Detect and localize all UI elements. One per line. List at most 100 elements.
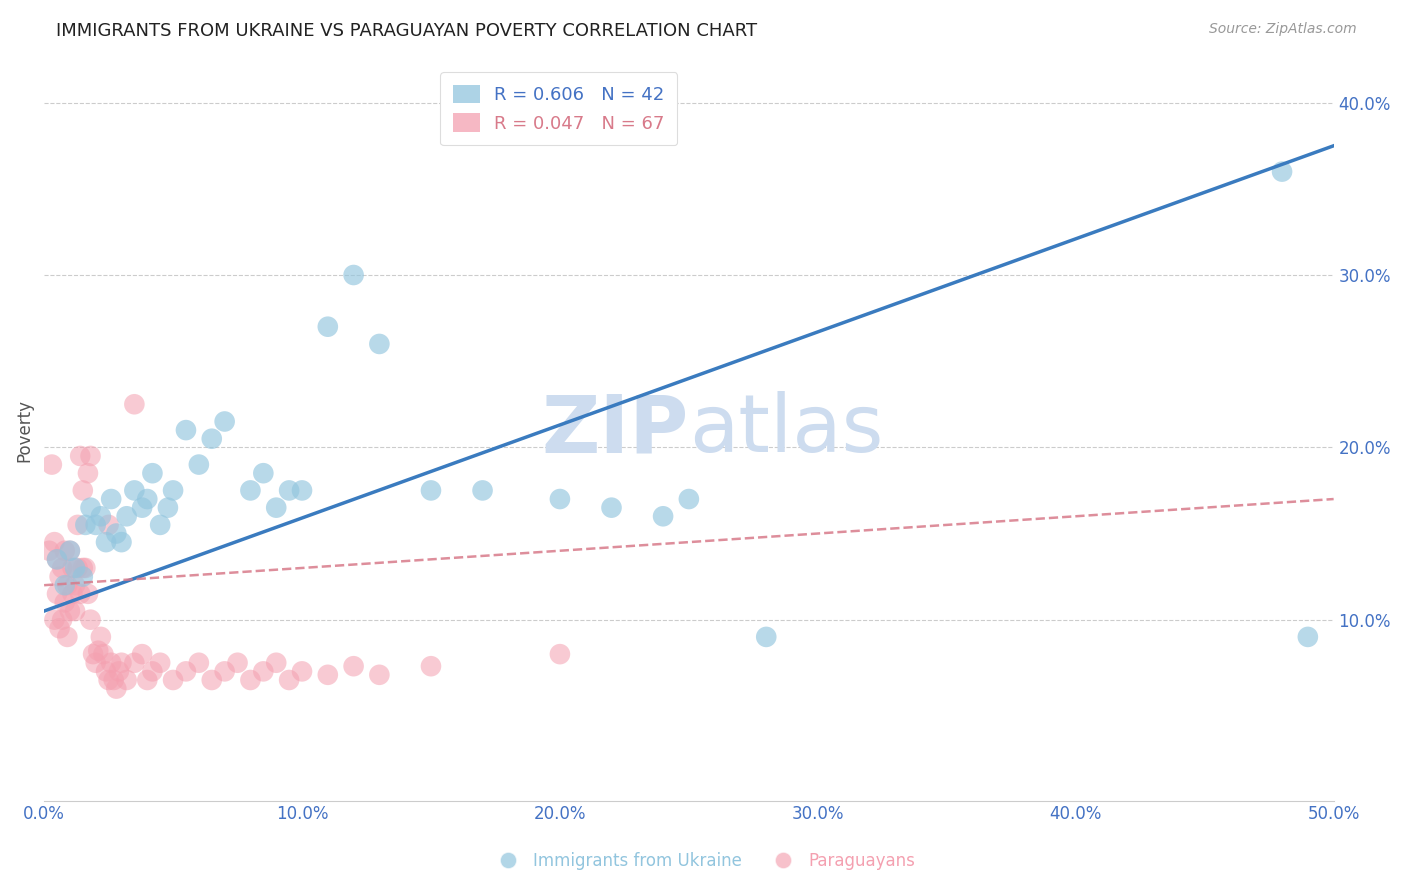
Point xyxy=(239,483,262,498)
Point xyxy=(149,517,172,532)
Point xyxy=(548,647,571,661)
Point xyxy=(264,500,287,515)
Point xyxy=(1271,164,1294,178)
Point xyxy=(66,561,89,575)
Point xyxy=(77,466,100,480)
Point xyxy=(69,449,91,463)
Point xyxy=(187,458,209,472)
Point xyxy=(214,415,236,429)
Point xyxy=(79,449,101,463)
Point xyxy=(115,673,138,687)
Point xyxy=(59,604,82,618)
Point xyxy=(72,561,94,575)
Point xyxy=(103,673,125,687)
Text: atlas: atlas xyxy=(689,391,883,469)
Legend: R = 0.606   N = 42, R = 0.047   N = 67: R = 0.606 N = 42, R = 0.047 N = 67 xyxy=(440,72,678,145)
Point xyxy=(136,673,159,687)
Point xyxy=(239,673,262,687)
Point xyxy=(79,500,101,515)
Point xyxy=(90,509,112,524)
Point xyxy=(342,268,364,282)
Legend: Immigrants from Ukraine, Paraguayans: Immigrants from Ukraine, Paraguayans xyxy=(484,846,922,877)
Point xyxy=(75,561,97,575)
Text: IMMIGRANTS FROM UKRAINE VS PARAGUAYAN POVERTY CORRELATION CHART: IMMIGRANTS FROM UKRAINE VS PARAGUAYAN PO… xyxy=(56,22,758,40)
Point xyxy=(63,561,86,575)
Point xyxy=(51,613,73,627)
Point xyxy=(600,500,623,515)
Point xyxy=(41,458,63,472)
Point xyxy=(46,552,69,566)
Point xyxy=(46,587,69,601)
Point xyxy=(62,587,84,601)
Point xyxy=(110,656,132,670)
Point xyxy=(108,665,131,679)
Point xyxy=(141,665,163,679)
Point xyxy=(124,397,146,411)
Point xyxy=(94,535,117,549)
Point xyxy=(59,543,82,558)
Point xyxy=(187,656,209,670)
Point xyxy=(59,543,82,558)
Point xyxy=(115,509,138,524)
Point xyxy=(38,543,60,558)
Point xyxy=(44,613,66,627)
Point xyxy=(63,578,86,592)
Point xyxy=(278,673,301,687)
Point xyxy=(75,517,97,532)
Point xyxy=(90,630,112,644)
Point xyxy=(94,665,117,679)
Y-axis label: Poverty: Poverty xyxy=(15,399,32,461)
Point xyxy=(72,569,94,583)
Point xyxy=(141,466,163,480)
Point xyxy=(46,552,69,566)
Point xyxy=(87,643,110,657)
Point xyxy=(201,673,224,687)
Point xyxy=(100,491,122,506)
Text: Source: ZipAtlas.com: Source: ZipAtlas.com xyxy=(1209,22,1357,37)
Point xyxy=(56,578,79,592)
Point xyxy=(124,656,146,670)
Point xyxy=(63,604,86,618)
Point xyxy=(66,517,89,532)
Point xyxy=(755,630,778,644)
Point xyxy=(368,668,391,682)
Point xyxy=(226,656,249,670)
Point xyxy=(97,517,120,532)
Point xyxy=(53,595,76,609)
Point xyxy=(420,659,443,673)
Point xyxy=(214,665,236,679)
Point xyxy=(174,423,197,437)
Point xyxy=(79,613,101,627)
Point xyxy=(110,535,132,549)
Point xyxy=(56,630,79,644)
Point xyxy=(548,491,571,506)
Point xyxy=(136,491,159,506)
Point xyxy=(149,656,172,670)
Point xyxy=(51,561,73,575)
Point xyxy=(420,483,443,498)
Point xyxy=(316,319,339,334)
Point xyxy=(100,656,122,670)
Point xyxy=(162,483,184,498)
Point xyxy=(652,509,675,524)
Point xyxy=(82,647,104,661)
Point xyxy=(201,432,224,446)
Point xyxy=(264,656,287,670)
Point xyxy=(105,526,128,541)
Point xyxy=(97,673,120,687)
Point xyxy=(62,561,84,575)
Point xyxy=(84,656,107,670)
Point xyxy=(131,500,153,515)
Point xyxy=(93,647,115,661)
Point xyxy=(53,543,76,558)
Point xyxy=(291,665,314,679)
Point xyxy=(77,587,100,601)
Point xyxy=(174,665,197,679)
Point xyxy=(678,491,700,506)
Point xyxy=(131,647,153,661)
Point xyxy=(124,483,146,498)
Point xyxy=(471,483,494,498)
Point xyxy=(368,337,391,351)
Point xyxy=(291,483,314,498)
Point xyxy=(84,517,107,532)
